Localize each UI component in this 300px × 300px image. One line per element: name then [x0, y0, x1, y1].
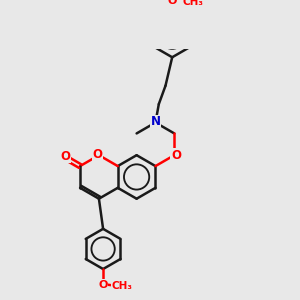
Text: CH₃: CH₃ — [112, 281, 133, 291]
Text: O: O — [171, 149, 181, 162]
Text: O: O — [61, 149, 70, 163]
Text: N: N — [151, 115, 160, 128]
Text: O: O — [167, 0, 177, 6]
Text: O: O — [92, 148, 102, 161]
Text: O: O — [98, 280, 108, 290]
Text: CH₃: CH₃ — [183, 0, 204, 7]
